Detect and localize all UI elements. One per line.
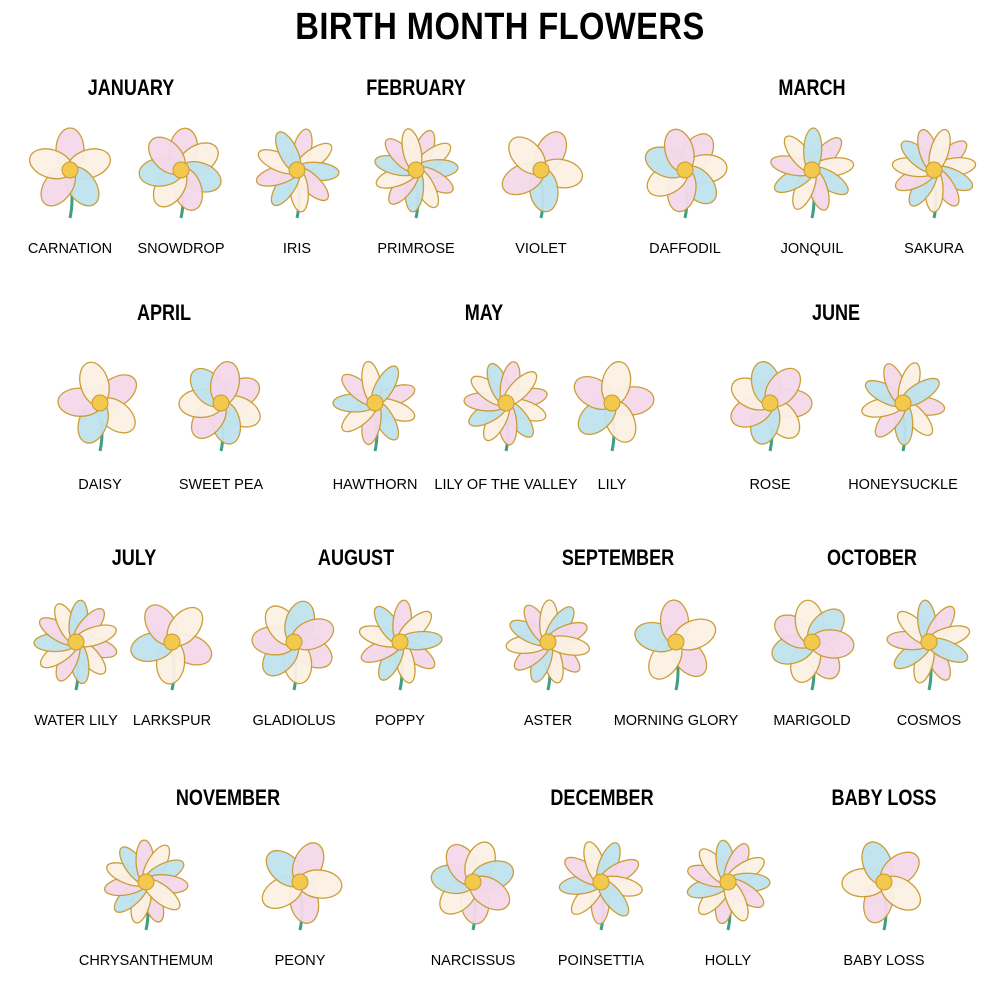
month-header-september: SEPTEMBER	[561, 545, 675, 570]
flower-image-poppy	[345, 592, 455, 692]
flower-label-violet: VIOLET	[515, 241, 567, 257]
month-header-february: FEBRUARY	[366, 75, 466, 100]
flower-image-primrose	[361, 120, 471, 220]
flower-image-iris	[242, 120, 352, 220]
flower-label-morning-glory: MORNING GLORY	[613, 713, 739, 729]
flower-label-daffodil: DAFFODIL	[649, 241, 721, 257]
month-header-november: NOVEMBER	[175, 785, 281, 810]
flower-label-primrose: PRIMROSE	[377, 241, 455, 257]
flower-label-baby-loss: BABY LOSS	[843, 953, 925, 969]
flower-image-lily-of-the-valley	[451, 353, 561, 453]
flower-label-hawthorn: HAWTHORN	[332, 477, 418, 493]
flower-label-daisy: DAISY	[78, 477, 122, 493]
flower-image-daffodil	[630, 120, 740, 220]
month-header-august: AUGUST	[317, 545, 395, 570]
month-header-january: JANUARY	[87, 75, 175, 100]
month-header-october: OCTOBER	[827, 545, 917, 570]
flower-image-water-lily	[21, 592, 131, 692]
month-header-july: JULY	[111, 545, 157, 570]
flower-image-marigold	[757, 592, 867, 692]
flower-label-peony: PEONY	[274, 953, 326, 969]
flower-label-narcissus: NARCISSUS	[430, 953, 516, 969]
flower-label-aster: ASTER	[523, 713, 573, 729]
flower-label-gladiolus: GLADIOLUS	[252, 713, 336, 729]
month-header-april: APRIL	[136, 300, 192, 325]
flower-image-holly	[673, 832, 783, 932]
flower-image-cosmos	[874, 592, 984, 692]
flower-label-snowdrop: SNOWDROP	[137, 241, 225, 257]
flower-label-sweet-pea: SWEET PEA	[178, 477, 264, 493]
flower-label-marigold: MARIGOLD	[773, 713, 851, 729]
page-title: BIRTH MONTH FLOWERS	[295, 6, 705, 48]
month-header-may: MAY	[464, 300, 504, 325]
flower-image-gladiolus	[239, 592, 349, 692]
flower-label-rose: ROSE	[749, 477, 791, 493]
flower-image-carnation	[15, 120, 125, 220]
flower-label-carnation: CARNATION	[27, 241, 113, 257]
flower-label-lily-of-the-valley: LILY OF THE VALLEY	[434, 477, 578, 493]
flower-label-honeysuckle: HONEYSUCKLE	[848, 477, 958, 493]
flower-image-sakura	[879, 120, 989, 220]
flower-label-cosmos: COSMOS	[896, 713, 962, 729]
flower-label-larkspur: LARKSPUR	[132, 713, 212, 729]
flower-image-rose	[715, 353, 825, 453]
flower-label-jonquil: JONQUIL	[780, 241, 844, 257]
flower-image-daisy	[45, 353, 155, 453]
flower-label-holly: HOLLY	[704, 953, 752, 969]
flower-image-morning-glory	[621, 592, 731, 692]
flower-label-chrysanthemum: CHRYSANTHEMUM	[78, 953, 214, 969]
flower-image-lily	[557, 353, 667, 453]
flower-label-sakura: SAKURA	[904, 241, 964, 257]
month-header-december: DECEMBER	[550, 785, 654, 810]
flower-image-hawthorn	[320, 353, 430, 453]
month-header-june: JUNE	[811, 300, 861, 325]
flower-label-poinsettia: POINSETTIA	[557, 953, 645, 969]
flower-image-poinsettia	[546, 832, 656, 932]
flower-image-baby-loss	[829, 832, 939, 932]
flower-image-aster	[493, 592, 603, 692]
flower-image-jonquil	[757, 120, 867, 220]
flower-image-chrysanthemum	[91, 832, 201, 932]
flower-image-violet	[486, 120, 596, 220]
flower-image-snowdrop	[126, 120, 236, 220]
flower-image-narcissus	[418, 832, 528, 932]
flower-image-honeysuckle	[848, 353, 958, 453]
month-header-march: MARCH	[778, 75, 846, 100]
flower-image-larkspur	[117, 592, 227, 692]
flower-label-lily: LILY	[597, 477, 627, 493]
flower-label-iris: IRIS	[282, 241, 312, 257]
flower-image-peony	[245, 832, 355, 932]
flower-label-water-lily: WATER LILY	[34, 713, 118, 729]
flower-label-poppy: POPPY	[375, 713, 425, 729]
flower-image-sweet-pea	[166, 353, 276, 453]
month-header-baby-loss: BABY LOSS	[831, 785, 937, 810]
